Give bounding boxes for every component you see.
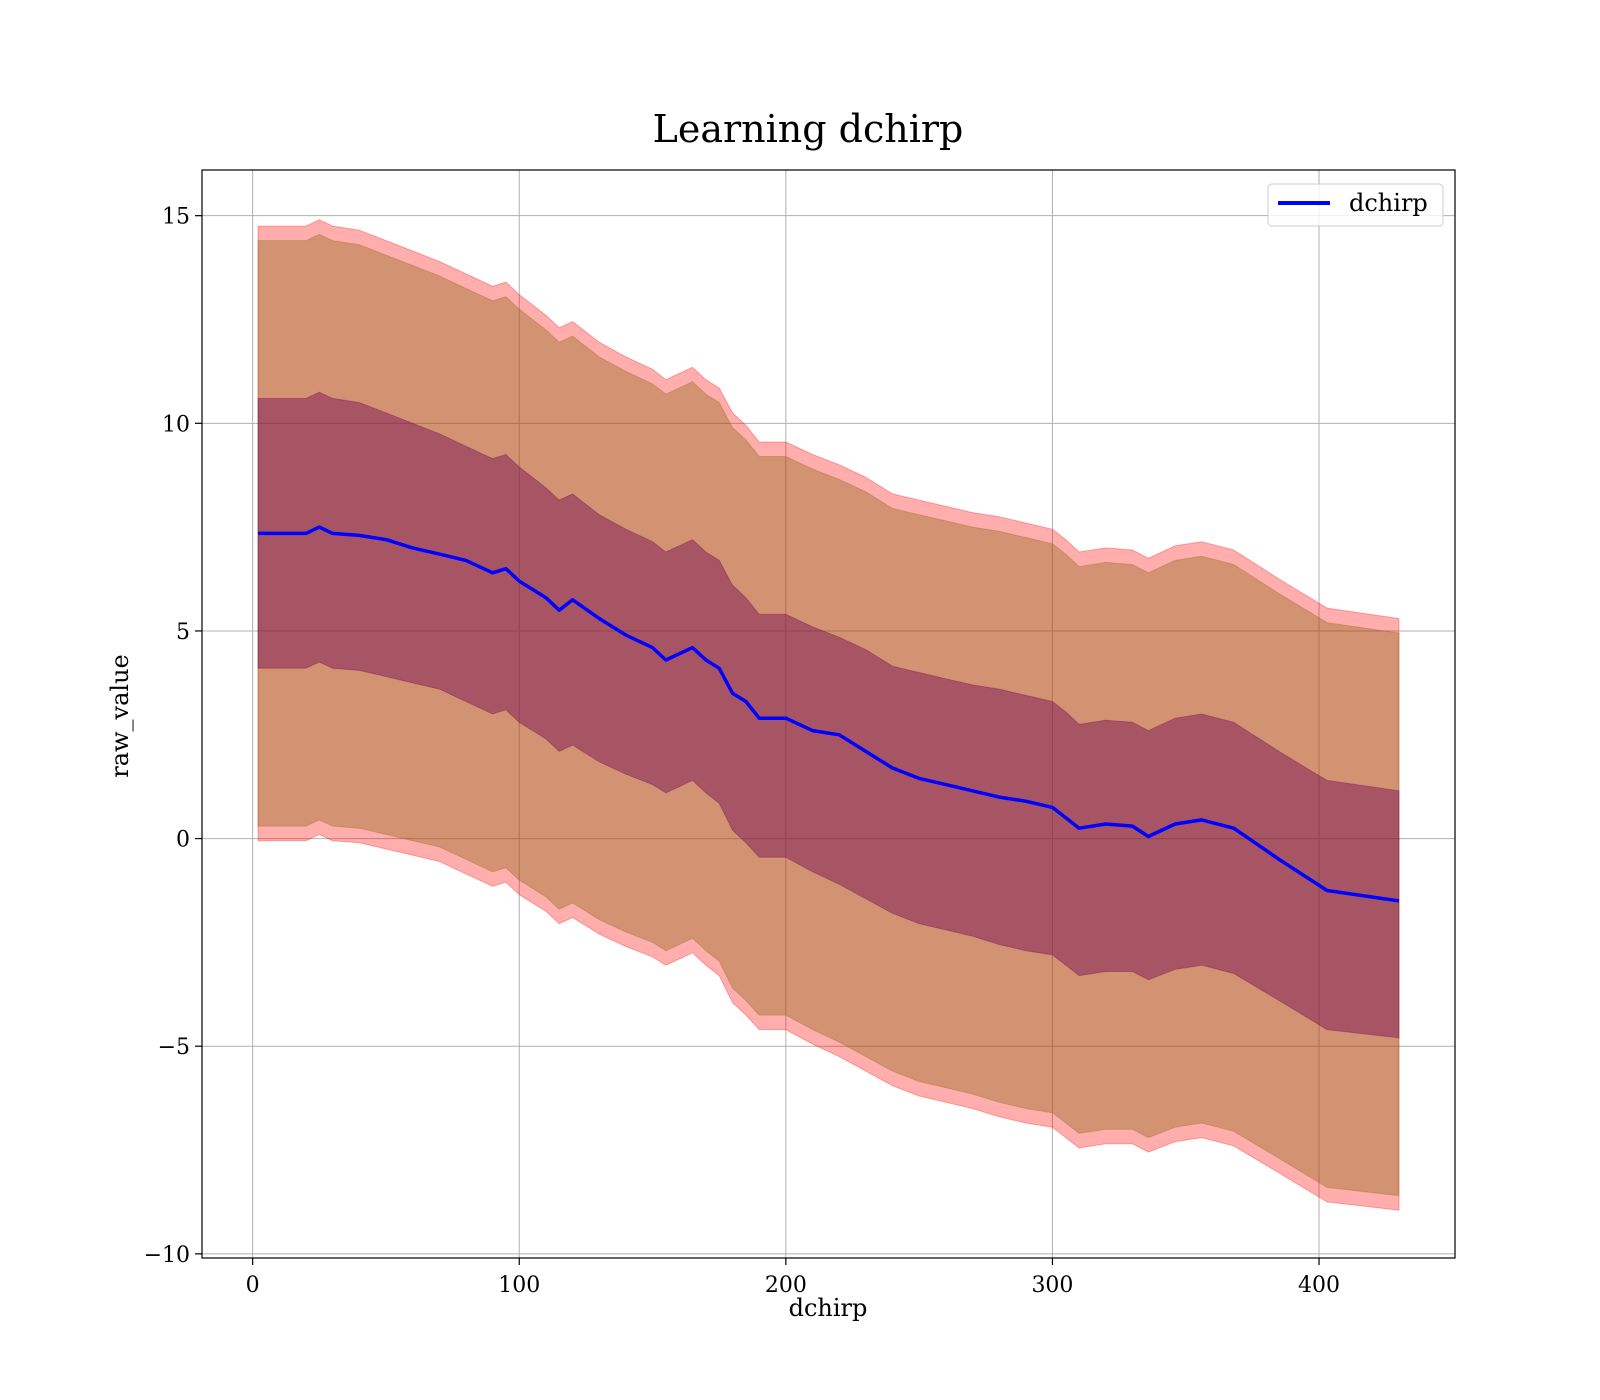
plot-frame: [201, 169, 1456, 1259]
x-axis-label: dchirp: [789, 1294, 868, 1322]
series-line-dchirp: [258, 525, 1400, 903]
x-tick-label: 100: [498, 1273, 540, 1298]
y-axis-label: raw_value: [106, 654, 134, 778]
x-tick-label: 300: [1031, 1273, 1073, 1298]
y-tick-label: 0: [176, 828, 190, 853]
y-tick-label: −10: [144, 1243, 190, 1268]
x-axis-ticks: 0 100 200 300 400: [246, 1258, 1340, 1298]
bands: [257, 219, 1400, 1211]
x-tick-label: 200: [765, 1273, 807, 1298]
y-tick-label: 5: [176, 620, 190, 645]
grid: [202, 170, 1455, 1258]
y-tick-label: 10: [162, 412, 190, 437]
y-axis-ticks: −10 −5 0 5 10 15: [144, 205, 202, 1268]
band-inner: [257, 391, 1400, 1039]
x-tick-label: 0: [246, 1273, 260, 1298]
y-tick-label: 15: [162, 205, 190, 230]
legend: dchirp: [1267, 183, 1444, 227]
band-middle: [257, 233, 1400, 1197]
chart-title: Learning dchirp: [653, 107, 964, 151]
x-tick-label: 400: [1298, 1273, 1340, 1298]
legend-label: dchirp: [1349, 189, 1428, 217]
lines: [258, 525, 1400, 903]
band-outer: [257, 219, 1400, 1211]
legend-box: [1267, 183, 1444, 227]
y-tick-label: −5: [158, 1035, 190, 1060]
